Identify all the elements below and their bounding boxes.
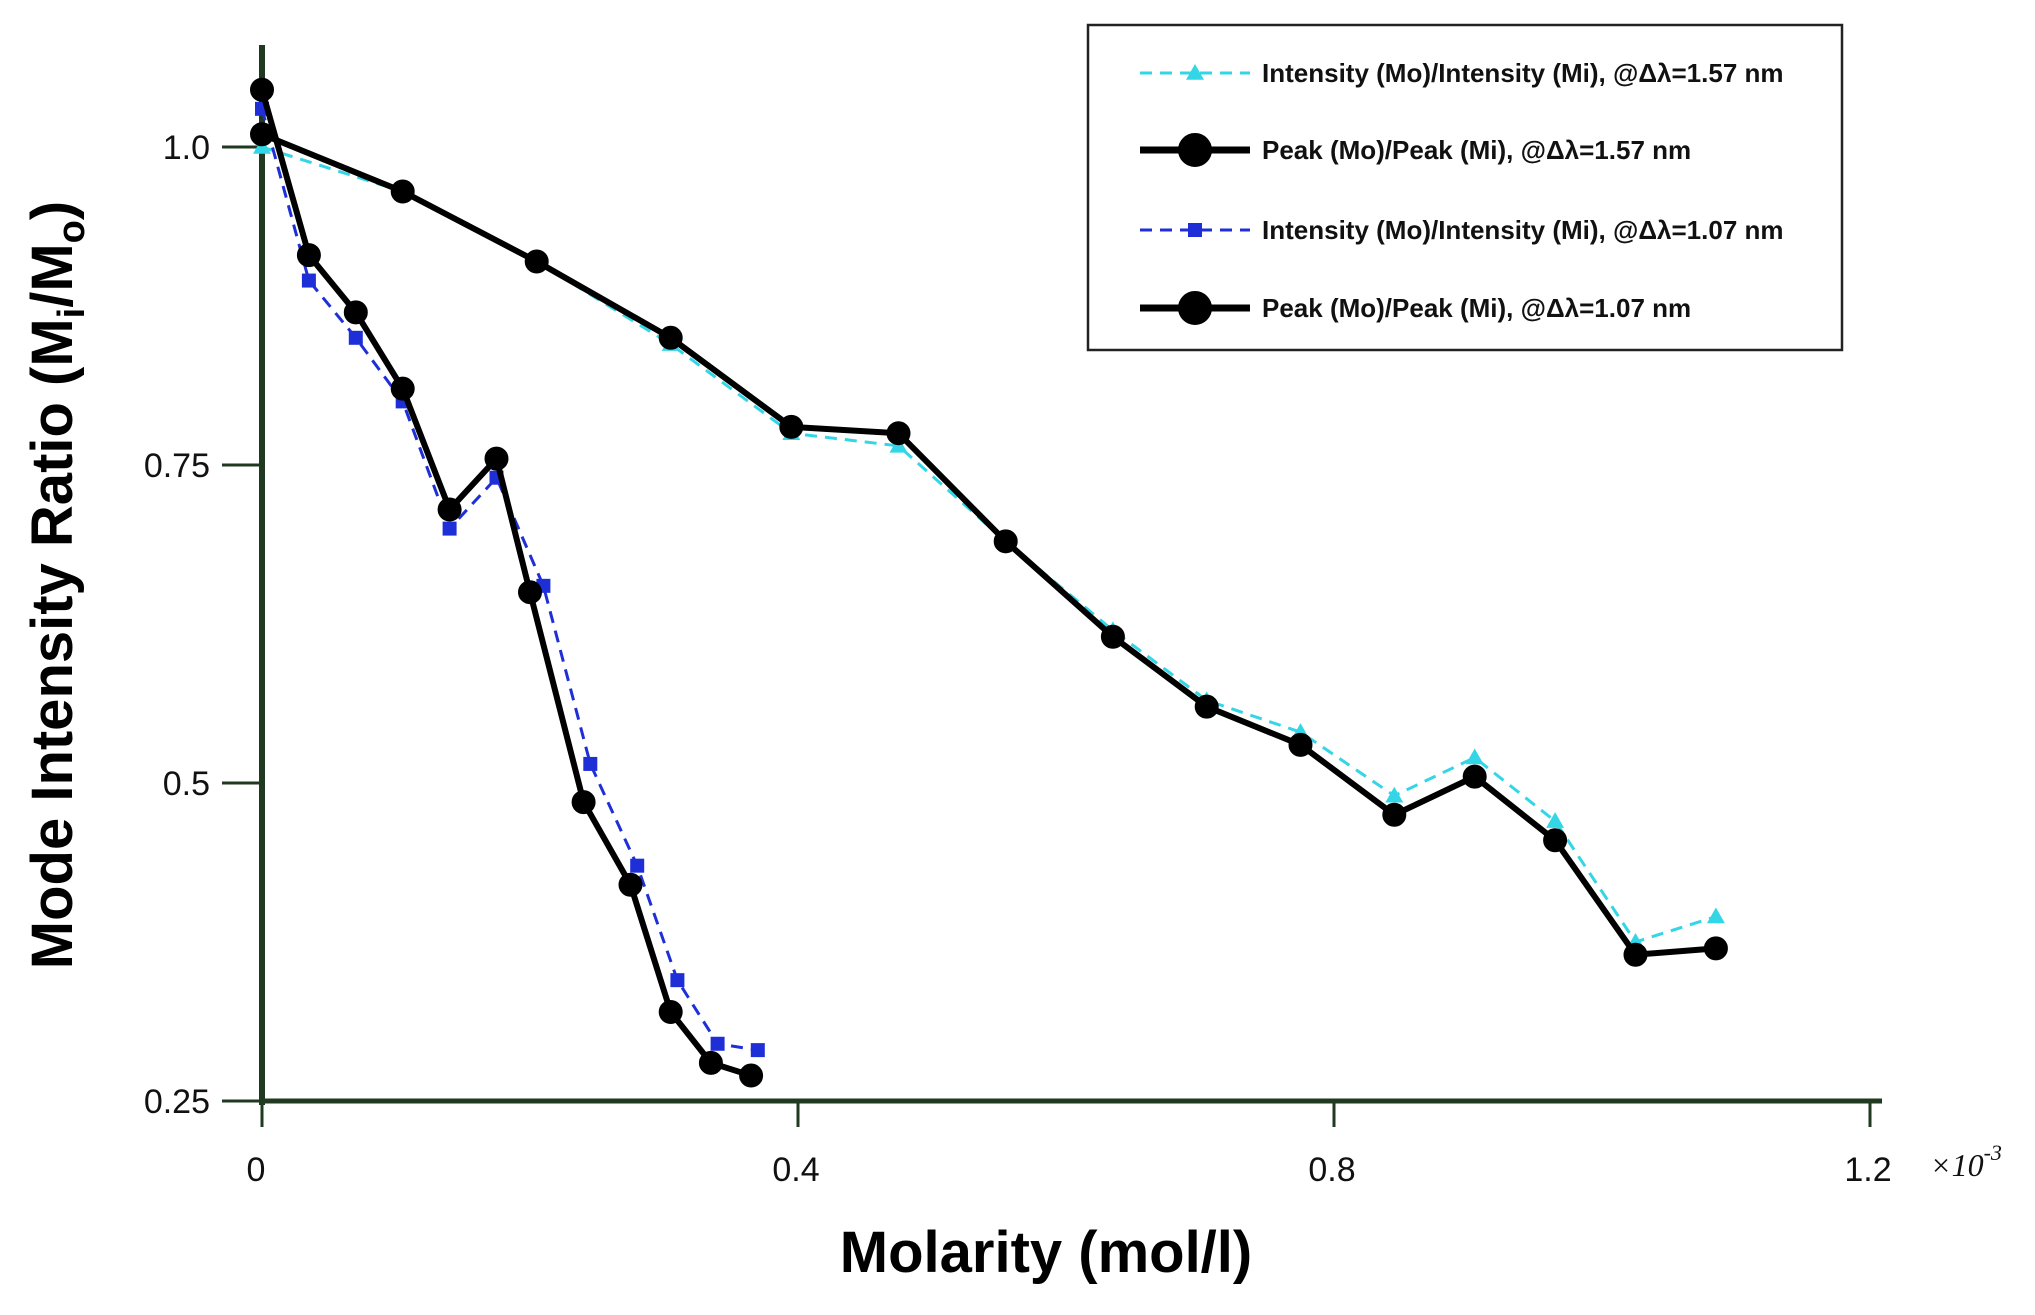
series-layer [250, 77, 1728, 1088]
series-0-point-12 [1546, 812, 1565, 828]
series-3-point-7 [571, 790, 596, 815]
series-1 [250, 122, 1728, 967]
series-2-point-1 [301, 273, 316, 288]
series-1-point-14 [1703, 936, 1728, 961]
series-2-point-9 [670, 973, 685, 988]
series-1-point-11 [1462, 764, 1487, 789]
legend-entry-2: Intensity (Mo)/Intensity (Mi), @Δλ=1.07 … [1140, 215, 1784, 245]
series-3-point-3 [390, 376, 415, 401]
series-3-point-5 [484, 446, 509, 471]
legend-label-1: Peak (Mo)/Peak (Mi), @Δλ=1.57 nm [1262, 135, 1691, 165]
series-3-point-1 [296, 243, 321, 268]
legend-swatch-marker-2 [1188, 223, 1202, 237]
series-1-point-3 [658, 325, 683, 350]
series-1-point-12 [1543, 828, 1568, 853]
y-tick-label-3: 1.0 [163, 129, 210, 167]
x-tick-label-3: 1.2 [1844, 1151, 1891, 1189]
series-2-point-7 [583, 756, 598, 771]
legend-label-3: Peak (Mo)/Peak (Mi), @Δλ=1.07 nm [1262, 293, 1691, 323]
series-3 [250, 77, 764, 1088]
legend-label-2: Intensity (Mo)/Intensity (Mi), @Δλ=1.07 … [1262, 215, 1784, 245]
series-1-point-1 [390, 179, 415, 204]
series-1-point-9 [1288, 732, 1313, 757]
series-1-point-13 [1623, 942, 1648, 967]
series-3-point-6 [518, 580, 542, 605]
axes-layer [259, 45, 1882, 1105]
x-multiplier-base: ×10 [1930, 1147, 1984, 1183]
series-3-point-10 [698, 1050, 723, 1075]
series-2-point-10 [710, 1036, 725, 1051]
y-axis-title: Mode Intensity Ratio (Mi/Mo) [20, 201, 93, 969]
y-axis-title-slash: /M [20, 243, 85, 307]
series-3-point-11 [739, 1063, 764, 1088]
series-1-point-10 [1382, 802, 1407, 827]
legend-box [1086, 23, 1844, 352]
series-2-point-11 [750, 1043, 765, 1058]
x-tick-label-0: 0 [247, 1151, 266, 1189]
series-1-point-4 [779, 414, 804, 439]
series-2-point-2 [348, 330, 363, 345]
x-multiplier-exponent: -3 [1984, 1140, 2002, 1165]
series-3-point-9 [658, 999, 683, 1024]
x-multiplier-label: ×10-3 [1930, 1140, 2002, 1183]
series-2-point-4 [442, 521, 457, 536]
x-axis-title: Molarity (mol/l) [840, 1220, 1252, 1285]
legend-swatch-marker-3 [1178, 291, 1212, 325]
y-tick-label-0: 0.25 [144, 1083, 210, 1121]
y-axis-title-sub-o: o [51, 220, 93, 243]
x-tick-label-1: 0.4 [772, 1151, 819, 1189]
series-3-point-2 [343, 300, 368, 325]
series-2-line [260, 108, 759, 1052]
series-1-point-5 [886, 421, 911, 446]
y-tick-label-2: 0.75 [144, 447, 210, 485]
x-tick-label-2: 0.8 [1308, 1151, 1355, 1189]
y-axis-title-close: ) [20, 201, 85, 220]
y-axis-title-main: Mode Intensity Ratio (M [20, 318, 85, 969]
series-3-point-4 [437, 497, 462, 522]
legend-swatch-marker-1 [1178, 133, 1212, 167]
series-1-point-6 [993, 529, 1018, 554]
series-3-point-0 [250, 77, 274, 102]
legend-items: Intensity (Mo)/Intensity (Mi), @Δλ=1.57 … [1140, 58, 1784, 325]
legend-entry-3: Peak (Mo)/Peak (Mi), @Δλ=1.07 nm [1140, 291, 1691, 325]
series-2 [255, 101, 765, 1058]
series-3-point-8 [618, 872, 643, 897]
legend-label-0: Intensity (Mo)/Intensity (Mi), @Δλ=1.57 … [1262, 58, 1784, 88]
legend-entry-1: Peak (Mo)/Peak (Mi), @Δλ=1.57 nm [1140, 133, 1691, 167]
series-0-point-10 [1385, 786, 1404, 803]
series-0-point-11 [1465, 748, 1484, 765]
y-tick-label-1: 0.5 [163, 765, 210, 803]
series-0-point-14 [1706, 907, 1725, 924]
ticks-layer: 0.25 0.5 0.75 1.0 0 0.4 0.8 1.2 [144, 129, 1892, 1189]
series-1-point-2 [524, 249, 549, 274]
series-1-point-7 [1100, 624, 1125, 649]
series-2-point-8 [630, 858, 645, 873]
legend-swatch-marker-0 [1186, 64, 1204, 80]
legend: Intensity (Mo)/Intensity (Mi), @Δλ=1.57 … [1086, 23, 1844, 352]
y-axis-title-sub-i: i [51, 308, 93, 319]
series-1-point-8 [1194, 694, 1219, 719]
legend-entry-0: Intensity (Mo)/Intensity (Mi), @Δλ=1.57 … [1140, 58, 1784, 88]
